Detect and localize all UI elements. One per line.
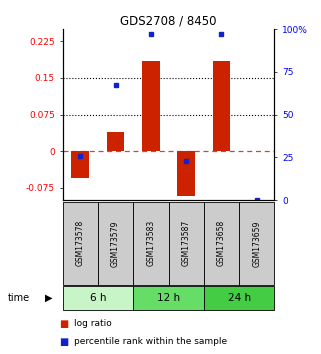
- Bar: [107, 132, 124, 151]
- Text: GSM173583: GSM173583: [146, 220, 155, 267]
- Text: ▶: ▶: [45, 293, 52, 303]
- Text: time: time: [8, 293, 30, 303]
- Text: percentile rank within the sample: percentile rank within the sample: [74, 337, 227, 346]
- Text: GSM173578: GSM173578: [76, 220, 85, 267]
- Bar: [204, 286, 274, 310]
- Text: 24 h: 24 h: [228, 293, 251, 303]
- Bar: [239, 202, 274, 285]
- Bar: [142, 61, 160, 151]
- Bar: [63, 202, 98, 285]
- Text: 6 h: 6 h: [90, 293, 106, 303]
- Bar: [133, 286, 204, 310]
- Bar: [71, 151, 89, 178]
- Bar: [177, 151, 195, 196]
- Bar: [63, 286, 133, 310]
- Text: GSM173579: GSM173579: [111, 220, 120, 267]
- Text: log ratio: log ratio: [74, 319, 112, 329]
- Text: 12 h: 12 h: [157, 293, 180, 303]
- Text: GSM173658: GSM173658: [217, 220, 226, 267]
- Text: GSM173659: GSM173659: [252, 220, 261, 267]
- Bar: [133, 202, 169, 285]
- Bar: [213, 61, 230, 151]
- Bar: [98, 202, 133, 285]
- Text: ■: ■: [59, 319, 69, 329]
- Text: GSM173587: GSM173587: [182, 220, 191, 267]
- Bar: [169, 202, 204, 285]
- Title: GDS2708 / 8450: GDS2708 / 8450: [120, 15, 217, 28]
- Bar: [204, 202, 239, 285]
- Text: ■: ■: [59, 337, 69, 347]
